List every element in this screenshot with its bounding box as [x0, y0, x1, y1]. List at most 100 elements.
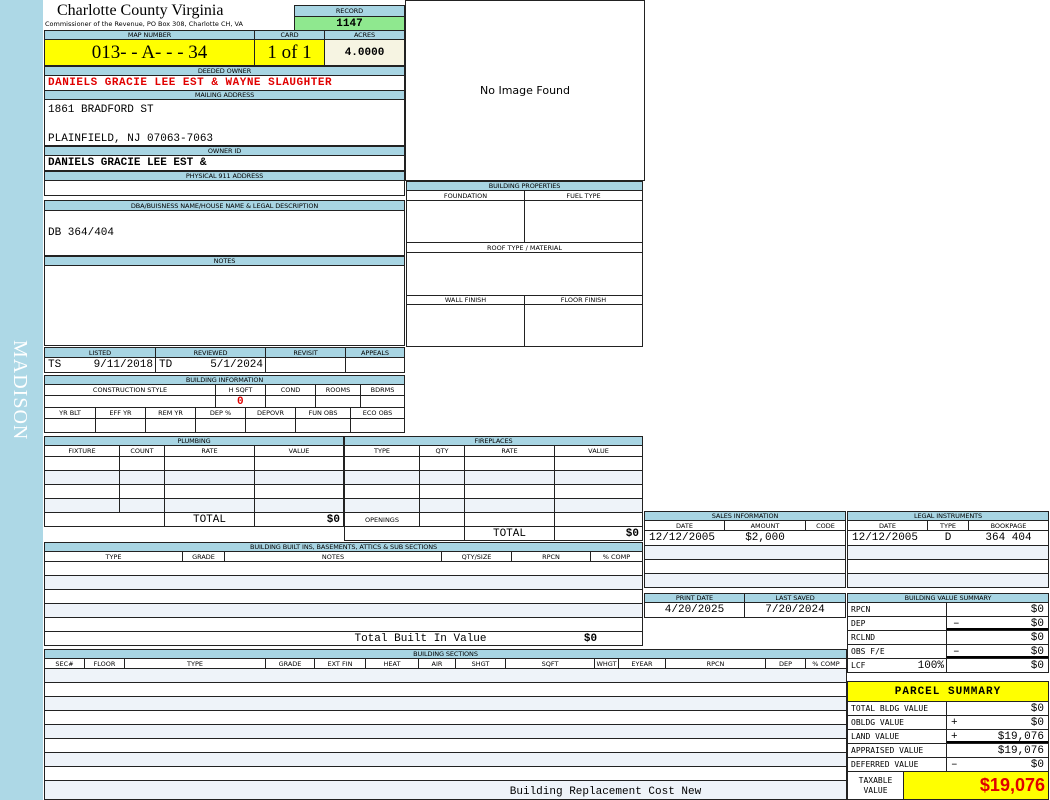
built-ins-total-row — [44, 631, 643, 646]
plumbing-row — [164, 484, 255, 499]
district-label: MADISON — [9, 340, 31, 441]
fireplace-row — [554, 456, 643, 471]
bvs-extra — [880, 616, 947, 631]
record-number: 1147 — [294, 16, 405, 31]
summary-label: APPRAISED VALUE — [847, 743, 947, 758]
building-sections-row — [44, 738, 847, 753]
property-image-placeholder: No Image Found — [405, 0, 645, 181]
bvs-value: $0 — [1030, 603, 1044, 616]
plumbing-row — [254, 456, 344, 471]
plumbing-total-spacer — [44, 512, 165, 527]
bvs-sign — [950, 630, 971, 645]
plumbing-row — [164, 470, 255, 485]
fireplace-row — [419, 484, 465, 499]
built-ins-row — [44, 561, 643, 576]
built-ins-row — [44, 575, 643, 590]
deeded-owner: DANIELS GRACIE LEE EST & WAYNE SLAUGHTER — [44, 75, 405, 91]
legal-row — [847, 559, 1049, 574]
fireplace-row — [344, 498, 420, 513]
building-sections-row — [44, 752, 847, 767]
foundation-value — [406, 200, 525, 243]
dba-legal-description: DB 364/404 — [44, 210, 405, 256]
notes-field[interactable] — [44, 265, 405, 346]
sale-date: 12/12/2005 — [649, 532, 716, 544]
last-saved: 7/20/2024 — [744, 602, 846, 618]
parcel-summary-title: PARCEL SUMMARY — [847, 681, 1049, 702]
sales-row — [644, 559, 846, 574]
plumbing-row — [164, 456, 255, 471]
fireplace-openings-row — [419, 512, 465, 527]
fireplace-row — [554, 470, 643, 485]
bvs-value: $0 — [1030, 659, 1044, 672]
bvs-value: $0 — [1030, 631, 1044, 644]
built-ins-total-label: Total Built In Value — [354, 632, 487, 645]
wall-finish-value — [406, 304, 525, 347]
plumbing-row — [44, 498, 120, 513]
building-sections-row — [44, 682, 847, 697]
taxable-label: TAXABLE VALUE — [847, 771, 904, 800]
bvs-sign: – — [953, 645, 960, 658]
fireplace-row — [464, 498, 555, 513]
plumbing-row — [254, 484, 344, 499]
sales-row — [644, 573, 846, 588]
plumbing-row — [119, 484, 165, 499]
fireplace-row — [419, 498, 465, 513]
bvs-sign — [950, 658, 971, 673]
plumbing-row — [119, 456, 165, 471]
legal-row — [847, 545, 1049, 560]
bvs-value-cell — [946, 658, 1049, 673]
fireplace-total-label: TOTAL — [464, 526, 555, 541]
taxable-value: $19,076 — [903, 771, 1049, 800]
summary-label: OBLDG VALUE — [847, 715, 947, 730]
appeals-value — [345, 357, 405, 373]
building-info-value — [195, 418, 246, 433]
summary-value: $0 — [1030, 716, 1044, 729]
bvs-extra — [880, 644, 947, 659]
bvs-value: $0 — [1030, 617, 1044, 630]
fireplace-row — [419, 456, 465, 471]
building-info-value — [245, 418, 296, 433]
bvs-sign — [950, 602, 971, 617]
card-number: 1 of 1 — [254, 39, 325, 66]
fireplace-row — [554, 498, 643, 513]
summary-label: TOTAL BLDG VALUE — [847, 701, 947, 716]
summary-sign — [948, 743, 969, 758]
building-sections-row — [44, 724, 847, 739]
summary-sign: – — [951, 758, 958, 771]
map-number: 013- - A- - - 34 — [44, 39, 255, 66]
building-info-value — [295, 418, 351, 433]
fireplace-openings-row — [554, 512, 643, 527]
replacement-cost-label: Building Replacement Cost New — [509, 785, 702, 798]
owner-id: DANIELS GRACIE LEE EST & — [44, 155, 405, 171]
fireplace-row — [464, 484, 555, 499]
bvs-value-cell — [946, 644, 1049, 659]
county-subtitle: Commissioner of the Revenue, PO Box 308,… — [45, 20, 243, 28]
fireplace-row — [464, 470, 555, 485]
plumbing-total: $0 — [254, 512, 344, 527]
fireplace-row — [554, 484, 643, 499]
bvs-sign: – — [953, 617, 960, 630]
bvs-extra — [880, 602, 947, 617]
fireplace-row — [344, 456, 420, 471]
summary-value: $19,076 — [997, 730, 1044, 743]
plumbing-row — [119, 470, 165, 485]
summary-value: $0 — [1030, 702, 1044, 715]
summary-value: $19,076 — [997, 744, 1044, 757]
bvs-extra: 100% — [917, 659, 944, 672]
fireplace-row — [464, 456, 555, 471]
summary-sign — [948, 701, 969, 716]
bvs-extra — [880, 630, 947, 645]
print-date: 4/20/2025 — [644, 602, 745, 618]
hsqft-value: 0 — [236, 395, 245, 408]
roof-value — [406, 252, 643, 296]
built-ins-row — [44, 589, 643, 604]
sale-amount: $2,000 — [745, 532, 785, 544]
plumbing-row — [254, 498, 344, 513]
mailing-address: 1861 BRADFORD ST PLAINFIELD, NJ 07063-706… — [44, 99, 405, 146]
plumbing-total-label: TOTAL — [164, 512, 255, 527]
summary-value: $0 — [1030, 758, 1044, 771]
building-sections-row — [44, 668, 847, 683]
built-ins-row — [44, 603, 643, 618]
acres-value: 4.0000 — [324, 39, 405, 66]
